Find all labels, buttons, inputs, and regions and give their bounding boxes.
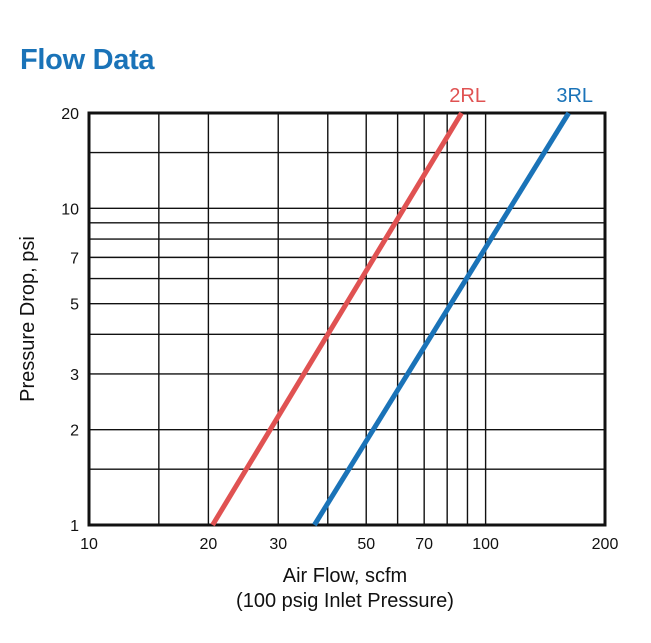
tick-labels: 10 20 30 50 70 100 200 1 2 3 5 7 10 20 xyxy=(61,106,618,553)
x-tick-label: 10 xyxy=(80,536,98,553)
y-tick-label: 7 xyxy=(70,250,79,267)
x-tick-label: 20 xyxy=(199,536,217,553)
y-axis-label: Pressure Drop, psi xyxy=(17,236,39,402)
grid-lines xyxy=(88,112,606,526)
y-tick-label: 1 xyxy=(70,518,79,535)
y-tick-label: 5 xyxy=(70,297,79,314)
y-tick-label: 3 xyxy=(70,367,79,384)
y-tick-label: 10 xyxy=(61,201,79,218)
series-line-3rl xyxy=(312,111,571,527)
x-axis-sublabel: (100 psig Inlet Pressure) xyxy=(236,590,454,612)
series-label-3rl: 3RL xyxy=(556,85,593,107)
x-axis-label: Air Flow, scfm xyxy=(283,565,407,587)
series-line-2rl xyxy=(210,111,464,527)
series-labels: 2RL 3RL xyxy=(449,85,593,107)
series-label-2rl: 2RL xyxy=(449,85,486,107)
x-tick-label: 50 xyxy=(357,536,375,553)
y-tick-label: 2 xyxy=(70,423,79,440)
page-title: Flow Data xyxy=(20,44,155,76)
series-lines xyxy=(210,111,571,527)
y-tick-label: 20 xyxy=(61,106,79,123)
x-tick-label: 30 xyxy=(269,536,287,553)
x-tick-label: 100 xyxy=(472,536,499,553)
x-tick-label: 70 xyxy=(415,536,433,553)
x-tick-label: 200 xyxy=(592,536,619,553)
plot-frame xyxy=(87,111,607,527)
